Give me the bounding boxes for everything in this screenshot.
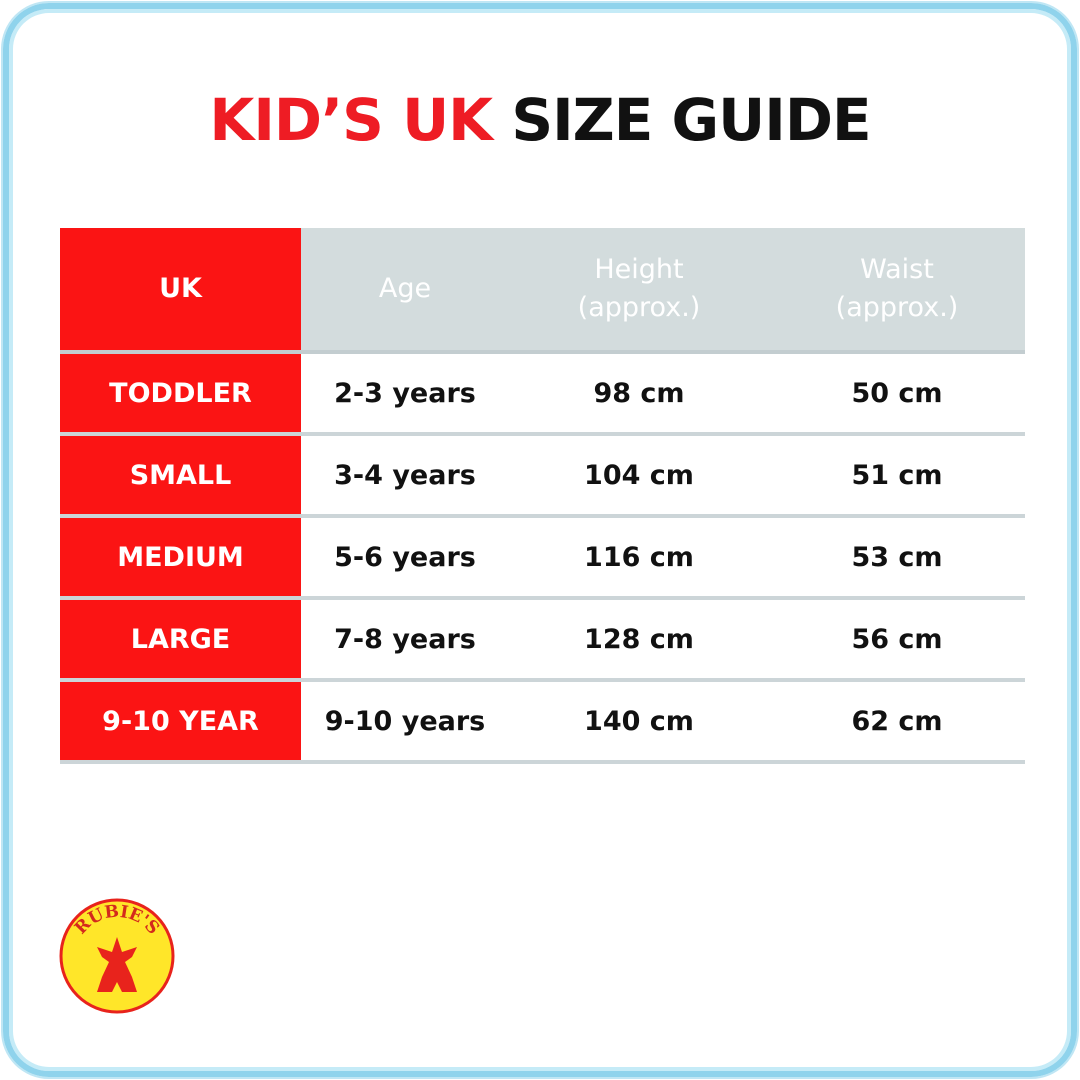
table-row: LARGE 7-8 years 128 cm 56 cm <box>60 600 1025 682</box>
table-cell: 53 cm <box>851 541 943 573</box>
size-label: LARGE <box>60 600 301 678</box>
rubies-logo: RUBIE'S <box>59 898 175 1014</box>
header-cell: Age <box>378 273 432 304</box>
table-cell: 104 cm <box>584 459 694 491</box>
table-row: MEDIUM 5-6 years 116 cm 53 cm <box>60 518 1025 600</box>
table-cell: 5-6 years <box>334 541 476 573</box>
size-label: TODDLER <box>60 354 301 432</box>
table-cell: 51 cm <box>851 459 943 491</box>
header-cell: UK <box>60 228 301 350</box>
table-cell: 116 cm <box>584 541 694 573</box>
table-row: TODDLER 2-3 years 98 cm 50 cm <box>60 354 1025 436</box>
page-title: KID’S UK SIZE GUIDE <box>0 86 1080 154</box>
table-cell: 3-4 years <box>334 459 476 491</box>
size-table: UK Age Height (approx.) Waist (approx.) TODD… <box>60 228 1025 764</box>
table-cell: 62 cm <box>851 705 943 737</box>
table-cell: 7-8 years <box>334 623 476 655</box>
table-cell: 140 cm <box>584 705 694 737</box>
table-cell: 50 cm <box>851 377 943 409</box>
table-cell: 128 cm <box>584 623 694 655</box>
table-cell: 98 cm <box>593 377 685 409</box>
table-cell: 9-10 years <box>324 705 486 737</box>
header-cell: Height (approx.) <box>577 254 701 323</box>
table-cell: 56 cm <box>851 623 943 655</box>
title-red: KID’S UK <box>209 86 493 154</box>
table-row: 9-10 YEAR 9-10 years 140 cm 62 cm <box>60 682 1025 764</box>
title-black: SIZE GUIDE <box>492 86 871 154</box>
frame-border <box>3 3 1077 1077</box>
header-row: UK Age Height (approx.) Waist (approx.) <box>60 228 1025 354</box>
size-label: SMALL <box>60 436 301 514</box>
size-label: MEDIUM <box>60 518 301 596</box>
table-cell: 2-3 years <box>334 377 476 409</box>
size-label: 9-10 YEAR <box>60 682 301 760</box>
header-cell: Waist (approx.) <box>835 254 959 323</box>
table-row: SMALL 3-4 years 104 cm 51 cm <box>60 436 1025 518</box>
